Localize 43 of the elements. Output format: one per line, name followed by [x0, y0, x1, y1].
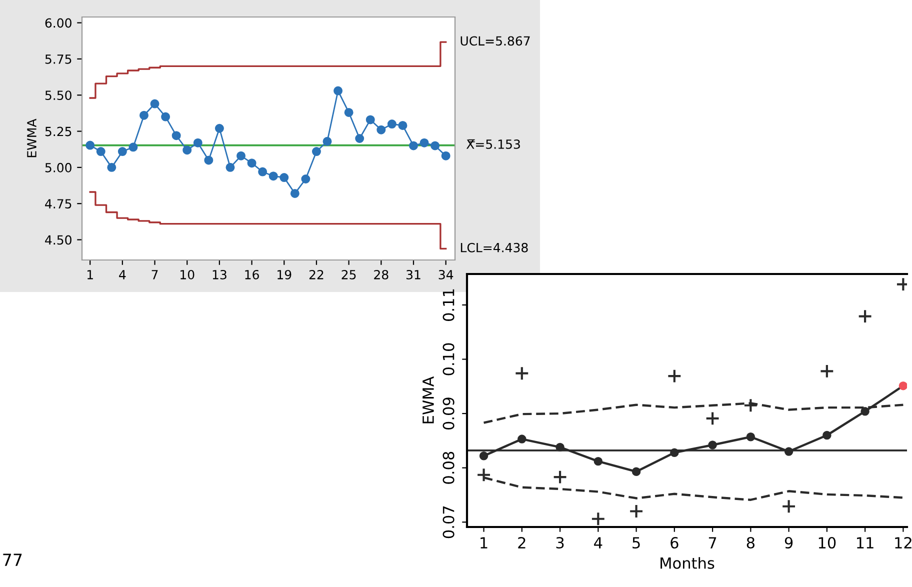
x-tick-label: 25	[342, 270, 356, 280]
y-tick-label: 0.07	[442, 506, 454, 538]
y-tick-label: 5.50	[45, 90, 72, 100]
x-tick-label: 16	[245, 270, 259, 280]
x-tick-label: 11	[857, 537, 874, 548]
x-tick-label: 4	[119, 270, 126, 280]
y-axis-title: EWMA	[27, 118, 36, 158]
x-tick-label: 3	[556, 536, 564, 549]
x-tick-label: 2	[518, 536, 526, 548]
y-tick-label: 4.75	[45, 199, 72, 209]
x-tick-label: 10	[180, 270, 194, 280]
y-tick-label: 5.25	[45, 126, 72, 136]
x-tick-label: 7	[708, 537, 716, 548]
x-tick-label: 5	[632, 537, 640, 549]
text: 77	[3, 554, 22, 566]
x-tick-label: 7	[152, 270, 158, 280]
x-tick-label: 34	[438, 270, 454, 280]
y-tick-label: 0.09	[442, 398, 454, 430]
y-tick-label: 0.11	[442, 289, 454, 321]
y-tick-label: 4.50	[45, 235, 72, 245]
series-label: LCL=4.438	[460, 242, 528, 252]
x-axis-title: Months	[660, 557, 714, 569]
y-tick-label: 6.00	[45, 18, 72, 28]
x-tick-label: 9	[784, 536, 793, 549]
x-tick-label: 12	[895, 536, 912, 548]
x-tick-label: 4	[594, 537, 602, 548]
x-tick-label: 10	[818, 536, 836, 549]
y-tick-label: 0.08	[442, 452, 454, 484]
ref-line-label: X̿=5.153	[466, 139, 520, 149]
x-tick-label: 6	[670, 536, 678, 549]
x-tick-label: 19	[278, 270, 292, 280]
x-tick-label: 1	[480, 537, 488, 548]
x-tick-label: 22	[309, 270, 324, 280]
y-axis-title: EWMA	[422, 376, 434, 424]
x-tick-label: 31	[406, 270, 420, 280]
y-tick-label: 5.75	[45, 54, 72, 64]
x-tick-label: 8	[746, 536, 754, 549]
y-tick-label: 0.10	[442, 343, 454, 376]
x-tick-label: 13	[212, 270, 226, 280]
x-tick-label: 1	[87, 270, 93, 280]
series-label: UCL=5.867	[460, 36, 530, 46]
x-tick-label: 28	[374, 270, 388, 280]
y-tick-label: 5.00	[45, 162, 72, 172]
